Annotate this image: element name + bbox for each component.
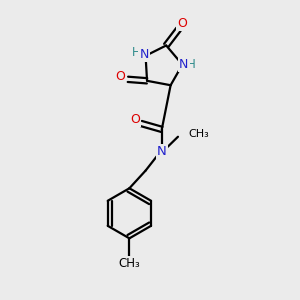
Text: O: O: [130, 113, 140, 127]
Text: N: N: [140, 48, 149, 61]
Text: N: N: [157, 145, 167, 158]
Text: O: O: [116, 70, 125, 83]
Text: CH₃: CH₃: [188, 129, 209, 139]
Text: H: H: [132, 46, 140, 59]
Text: CH₃: CH₃: [118, 257, 140, 270]
Text: O: O: [177, 17, 187, 31]
Text: N: N: [179, 58, 188, 71]
Text: H: H: [187, 58, 196, 71]
